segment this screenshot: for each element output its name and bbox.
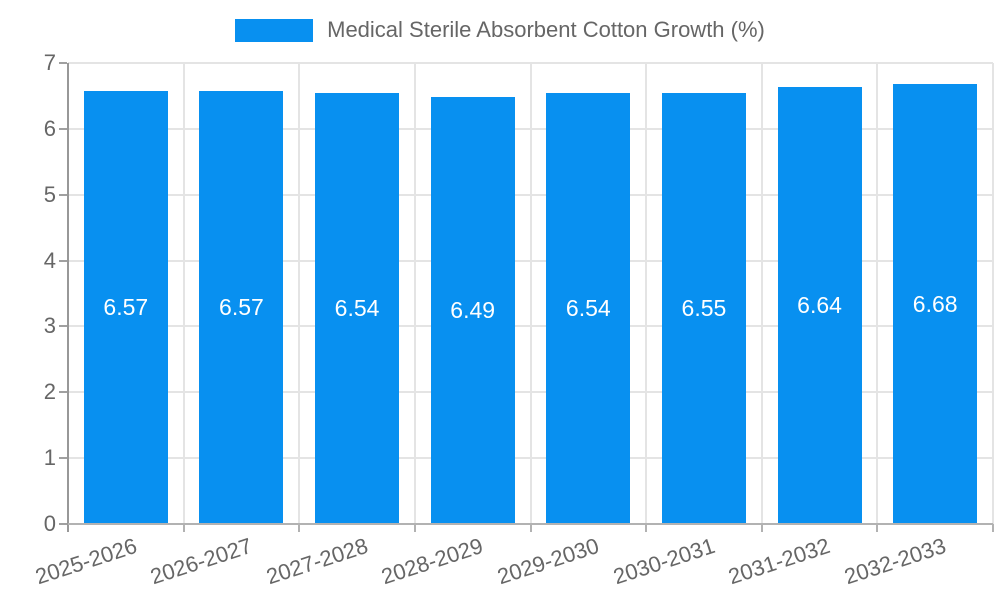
- bar-value-label: 6.57: [219, 294, 264, 321]
- x-gridline: [876, 63, 879, 524]
- x-tick-label: 2030-2031: [609, 533, 718, 590]
- legend: Medical Sterile Absorbent Cotton Growth …: [0, 16, 1000, 44]
- x-gridline: [298, 63, 301, 524]
- y-tick: [59, 62, 67, 64]
- x-tick-label: 2032-2033: [841, 533, 949, 590]
- x-gridline: [760, 63, 763, 524]
- x-gridline: [992, 63, 994, 524]
- legend-item[interactable]: Medical Sterile Absorbent Cotton Growth …: [235, 16, 765, 44]
- x-tick: [182, 524, 185, 532]
- y-tick-label: 2: [43, 379, 56, 405]
- x-tick-label: 2031-2032: [725, 533, 834, 590]
- bar: 6.68: [893, 84, 978, 524]
- y-tick-label: 5: [43, 181, 56, 207]
- bar-value-label: 6.49: [450, 296, 496, 323]
- bar: 6.64: [777, 86, 862, 524]
- x-tick: [413, 524, 416, 532]
- x-tick: [298, 524, 301, 532]
- bar-value-label: 6.55: [681, 294, 727, 321]
- y-tick: [59, 391, 67, 394]
- x-tick: [876, 524, 879, 532]
- x-gridline: [645, 63, 648, 524]
- x-tick-label: 2028-2029: [378, 533, 487, 590]
- plot-area: 6.57 6.57 6.54 6.49 6.54 6.55 6.64 6.68 2025-202…: [32, 62, 994, 589]
- y-tick: [59, 325, 67, 328]
- y-tick: [59, 127, 67, 130]
- bar: 6.54: [315, 93, 400, 524]
- y-tick: [59, 193, 67, 196]
- x-tick-label: 2025-2026: [31, 533, 140, 590]
- y-tick: [59, 523, 67, 525]
- bar: 6.55: [661, 92, 746, 524]
- y-tick-label: 0: [43, 511, 56, 536]
- y-tick: [59, 457, 67, 460]
- y-tick-label: 4: [43, 247, 56, 273]
- bar-value-label: 6.57: [103, 294, 149, 321]
- legend-swatch: [235, 18, 314, 42]
- bar: 6.57: [83, 91, 168, 524]
- x-tick-label: 2027-2028: [262, 533, 371, 590]
- y-tick-label: 6: [43, 115, 56, 141]
- x-axis-line: [68, 523, 993, 525]
- bar: 6.54: [546, 93, 631, 524]
- x-tick: [992, 524, 994, 532]
- y-axis-line: [67, 63, 69, 532]
- bar-value-label: 6.64: [797, 291, 842, 318]
- y-tick-label: 1: [43, 445, 56, 471]
- bar-value-label: 6.54: [565, 295, 611, 322]
- bar: 6.49: [430, 96, 515, 524]
- legend-label: Medical Sterile Absorbent Cotton Growth …: [327, 17, 765, 42]
- y-tick-label: 3: [43, 313, 56, 339]
- y-tick-label: 7: [43, 50, 56, 75]
- x-tick-label: 2026-2027: [147, 533, 256, 590]
- x-gridline: [413, 63, 416, 524]
- x-tick: [529, 524, 532, 532]
- x-tick: [645, 524, 648, 532]
- x-gridline: [529, 63, 532, 524]
- x-gridline: [182, 63, 185, 524]
- bar: 6.57: [199, 91, 284, 524]
- bar-value-label: 6.68: [912, 290, 958, 317]
- bar-value-label: 6.54: [334, 295, 380, 322]
- y-tick: [59, 259, 67, 262]
- x-tick-label: 2029-2030: [494, 533, 603, 590]
- x-tick: [760, 524, 763, 532]
